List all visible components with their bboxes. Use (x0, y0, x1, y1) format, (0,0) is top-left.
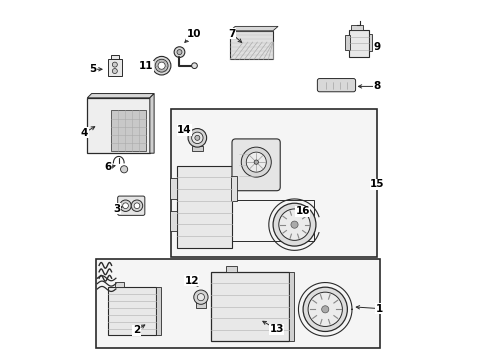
Bar (170, 211, 177, 231)
Bar (192, 146, 203, 152)
Bar (195, 301, 206, 308)
Bar (108, 287, 156, 336)
Bar (210, 272, 288, 342)
Text: 12: 12 (184, 276, 199, 286)
Text: 13: 13 (269, 324, 284, 334)
Text: 10: 10 (186, 29, 201, 39)
Text: 1: 1 (375, 303, 383, 314)
Text: 7: 7 (227, 28, 235, 39)
Text: 3: 3 (113, 203, 120, 213)
Circle shape (131, 200, 142, 211)
Circle shape (134, 203, 140, 208)
Bar (96, 258, 380, 348)
Bar (368, 34, 372, 51)
FancyBboxPatch shape (118, 196, 144, 215)
Bar (348, 30, 368, 57)
Bar (170, 178, 177, 199)
Text: 11: 11 (139, 62, 153, 71)
Circle shape (246, 152, 266, 172)
Text: 6: 6 (104, 162, 111, 172)
Polygon shape (288, 272, 294, 342)
Text: 4: 4 (81, 128, 88, 138)
Circle shape (307, 292, 342, 327)
Bar (176, 166, 231, 248)
Bar (230, 31, 272, 59)
Polygon shape (87, 94, 154, 98)
Polygon shape (230, 26, 278, 31)
Circle shape (112, 68, 117, 73)
Bar (87, 98, 149, 153)
Circle shape (174, 47, 184, 58)
Circle shape (188, 129, 206, 147)
Circle shape (254, 160, 258, 164)
Bar (226, 266, 237, 272)
Text: 15: 15 (369, 179, 384, 189)
Bar (344, 35, 349, 50)
Bar (108, 59, 122, 76)
Circle shape (177, 50, 182, 55)
Circle shape (191, 132, 203, 144)
Text: 2: 2 (133, 325, 140, 335)
Circle shape (155, 59, 168, 72)
Circle shape (191, 63, 197, 68)
Bar (111, 55, 119, 59)
Circle shape (197, 294, 204, 301)
Text: 9: 9 (373, 42, 380, 52)
Circle shape (321, 306, 328, 313)
Bar (115, 282, 124, 287)
Circle shape (278, 209, 309, 240)
Circle shape (158, 62, 165, 69)
Text: 14: 14 (177, 125, 191, 135)
FancyBboxPatch shape (317, 78, 355, 92)
Circle shape (272, 203, 315, 246)
Polygon shape (156, 287, 161, 336)
Text: 16: 16 (295, 206, 309, 216)
Bar (110, 111, 146, 152)
Bar (171, 109, 376, 257)
Circle shape (193, 290, 207, 304)
Text: 8: 8 (373, 81, 380, 91)
Text: 5: 5 (89, 64, 97, 74)
Bar (231, 200, 313, 241)
Circle shape (303, 287, 346, 332)
FancyBboxPatch shape (231, 139, 280, 191)
Circle shape (152, 57, 171, 75)
Bar (350, 24, 363, 30)
Circle shape (112, 62, 117, 67)
Circle shape (120, 200, 131, 211)
Polygon shape (149, 94, 154, 153)
Circle shape (194, 135, 200, 140)
Circle shape (121, 166, 127, 173)
Polygon shape (230, 176, 237, 202)
Circle shape (241, 147, 271, 177)
Circle shape (122, 203, 128, 208)
Circle shape (290, 221, 298, 228)
